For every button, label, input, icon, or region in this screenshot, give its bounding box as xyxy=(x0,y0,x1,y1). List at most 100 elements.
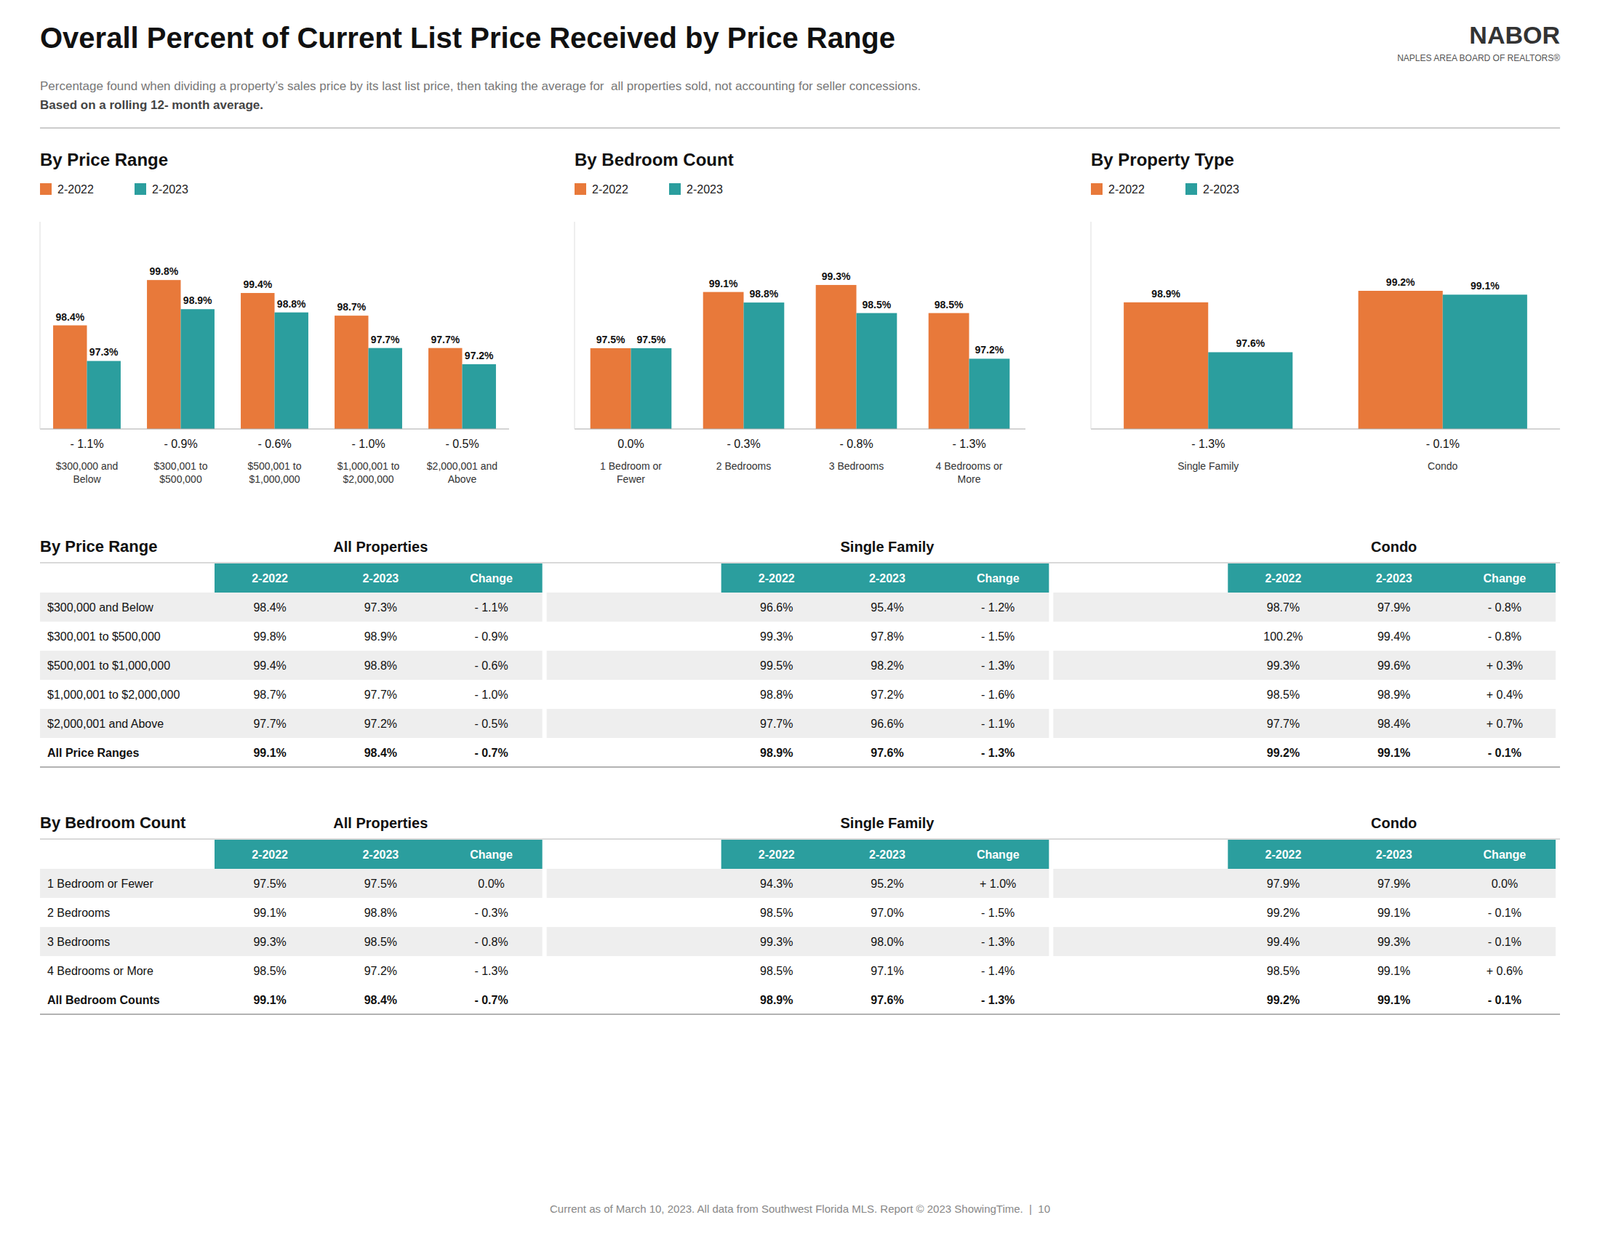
tick-label-line: Above xyxy=(448,473,478,486)
table-cell: 97.0% xyxy=(870,906,904,920)
row-background xyxy=(1053,869,1556,899)
bar xyxy=(928,313,970,430)
row-background xyxy=(40,592,543,622)
table-cell: 99.1% xyxy=(253,994,286,1007)
bar xyxy=(428,348,462,430)
separator xyxy=(40,562,1560,564)
row-label: $1,000,001 to $2,000,000 xyxy=(47,688,180,702)
bars xyxy=(1123,290,1528,430)
row-background xyxy=(40,738,543,768)
column-header: 2-2022 xyxy=(251,572,288,585)
data-label: 97.2% xyxy=(464,349,494,362)
table-cell: - 0.7% xyxy=(474,994,508,1007)
row-background xyxy=(1053,680,1556,710)
tick-label-line: More xyxy=(957,473,982,486)
chart-title: By Property Type xyxy=(1090,149,1235,170)
table-cell: 97.9% xyxy=(1266,877,1300,891)
axis-line xyxy=(1090,221,1092,430)
table-cell: - 1.5% xyxy=(981,630,1015,643)
table-cell: 99.4% xyxy=(253,659,286,672)
legend: 2-2022 2-2023 xyxy=(1090,183,1240,196)
row-label: $500,001 to $1,000,000 xyxy=(47,659,171,672)
bar xyxy=(146,280,181,430)
table-cell: - 1.1% xyxy=(981,717,1015,731)
bar xyxy=(334,315,368,430)
change-label: - 0.3% xyxy=(726,437,760,451)
tick-label: Condo xyxy=(1427,460,1458,472)
tick-label: 1 Bedroom orFewer xyxy=(600,460,662,486)
row-background xyxy=(546,869,1050,899)
separator xyxy=(40,127,1560,129)
legend-label: 2-2022 xyxy=(1108,183,1145,196)
table-cell: 97.9% xyxy=(1377,601,1411,614)
table-cell: 99.1% xyxy=(1377,906,1411,920)
row-label: 3 Bedrooms xyxy=(47,936,110,949)
row-background xyxy=(546,680,1050,710)
table-cell: 99.3% xyxy=(1266,659,1300,672)
bar xyxy=(969,358,1011,430)
row-background xyxy=(40,898,543,928)
row-background xyxy=(546,592,1050,622)
table-cell: 98.4% xyxy=(364,994,398,1007)
row-background xyxy=(546,738,1050,768)
table-cell: 98.5% xyxy=(760,965,793,978)
data-label: 99.8% xyxy=(149,265,179,278)
table-cell: + 0.7% xyxy=(1486,717,1523,731)
tick-label: $1,000,001 to$2,000,000 xyxy=(337,460,400,486)
tick-label-line: 2 Bedrooms xyxy=(716,460,771,472)
row-label: All Price Ranges xyxy=(47,746,139,760)
table-cell: 98.5% xyxy=(253,965,286,978)
legend-swatch xyxy=(669,183,681,195)
legend-label: 2-2023 xyxy=(1202,183,1240,196)
separator xyxy=(40,766,1560,768)
tick-label: $300,000 andBelow xyxy=(56,460,119,486)
row-label: $300,000 and Below xyxy=(47,601,154,614)
data-label: 98.9% xyxy=(1151,288,1181,300)
bar xyxy=(631,348,672,430)
header-background xyxy=(214,563,543,593)
tick-label-line: 4 Bedrooms or xyxy=(936,460,1003,472)
row-background xyxy=(546,956,1050,986)
table-cell: 98.9% xyxy=(760,994,793,1007)
table-cell: 99.2% xyxy=(1266,906,1300,920)
column-header: Change xyxy=(1483,848,1527,862)
table-cell: - 1.3% xyxy=(981,936,1015,949)
tick-label: $2,000,001 andAbove xyxy=(426,460,498,486)
table-cell: 98.8% xyxy=(364,659,398,672)
bar xyxy=(53,325,87,430)
change-label: - 0.9% xyxy=(163,437,198,451)
data-label: 98.8% xyxy=(749,288,779,300)
bar xyxy=(1358,290,1443,430)
data-label: 97.3% xyxy=(89,346,119,358)
table-cell: 97.2% xyxy=(870,688,904,702)
data-label: 98.7% xyxy=(336,301,366,313)
table-cell: 99.4% xyxy=(1377,630,1411,643)
table-cell: 97.6% xyxy=(870,994,904,1007)
row-label: All Bedroom Counts xyxy=(47,994,160,1007)
panel-title: Condo xyxy=(1370,815,1417,832)
column-header: Change xyxy=(976,848,1020,862)
data-label: 98.4% xyxy=(55,311,85,323)
tick-label: Single Family xyxy=(1177,460,1239,472)
row-background xyxy=(546,650,1050,680)
tick-label-line: Below xyxy=(72,473,102,486)
data-label: 99.3% xyxy=(821,270,851,283)
table-cell: - 1.3% xyxy=(981,746,1015,760)
tick-label: $500,001 to$1,000,000 xyxy=(248,460,302,486)
row-background xyxy=(40,869,543,899)
table-cell: 97.9% xyxy=(1377,877,1411,891)
table-cell: 97.2% xyxy=(364,965,398,978)
row-background xyxy=(1053,650,1556,680)
table-cell: - 0.9% xyxy=(474,630,508,643)
legend-label: 2-2023 xyxy=(152,183,189,196)
column-header: 2-2023 xyxy=(362,848,399,862)
header-background xyxy=(214,840,543,870)
row-background xyxy=(1053,956,1556,986)
bar xyxy=(856,313,898,430)
data-label: 97.6% xyxy=(1235,337,1265,350)
bar xyxy=(368,348,403,430)
logo-subtext: NAPLES AREA BOARD OF REALTORS® xyxy=(1397,53,1560,64)
bar xyxy=(240,293,275,430)
table-cell: - 1.1% xyxy=(474,601,508,614)
bar xyxy=(462,364,496,430)
